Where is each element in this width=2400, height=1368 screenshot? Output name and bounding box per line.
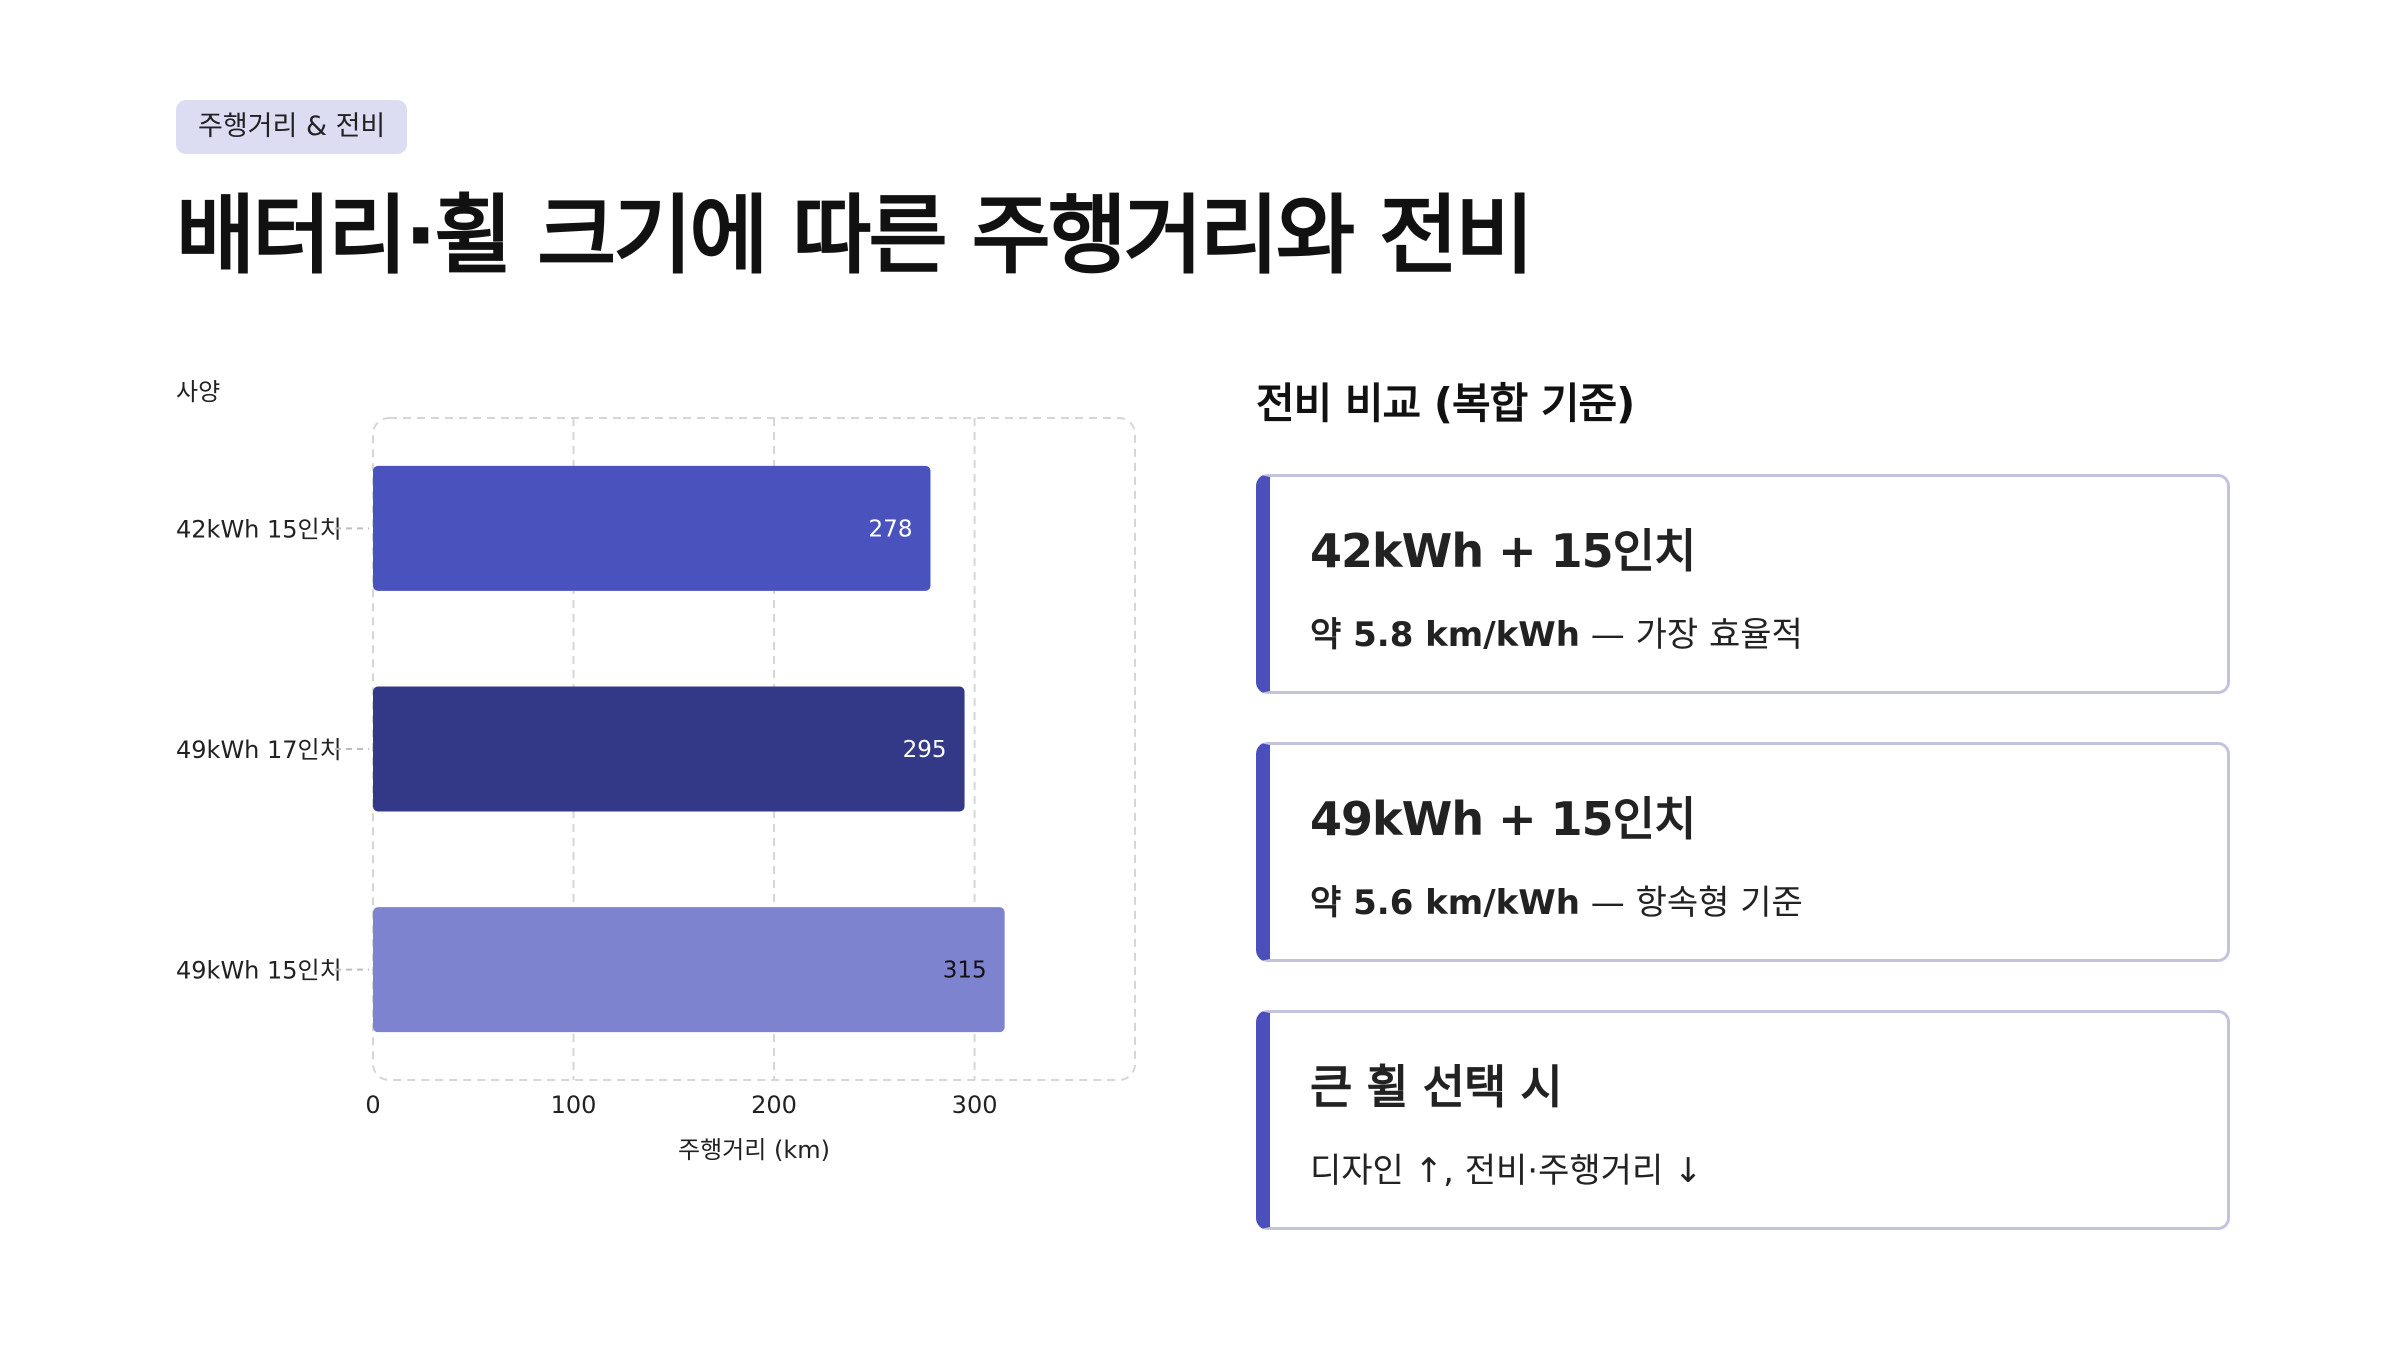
chart-y-axis-label: 사양 [176, 378, 221, 406]
x-tick-label: 0 [365, 1091, 380, 1119]
x-tick-label: 300 [952, 1091, 998, 1119]
range-bar-chart: 278 42kWh 15인치 295 49kWh 17인치 315 49kWh 15인치 0… [176, 417, 1136, 1164]
card-note: — 항속형 기준 [1590, 883, 1803, 923]
bar-value-label: 278 [869, 516, 913, 542]
card-note: 디자인 ↑, 전비·주행거리 ↓ [1310, 1151, 1703, 1191]
category-label: 49kWh 17인치 [176, 736, 342, 764]
category-label: 42kWh 15인치 [176, 515, 342, 543]
page-title: 배터리·휠 크기에 따른 주행거리와 전비 [176, 186, 1534, 286]
x-axis-label: 주행거리 (km) [678, 1136, 830, 1164]
card-desc: 약 5.8 km/kWh — 가장 효율적 [1310, 607, 1803, 656]
card-value: 약 5.8 km/kWh [1310, 615, 1580, 655]
efficiency-card: 49kWh + 15인치 약 5.6 km/kWh — 항속형 기준 [1256, 742, 2230, 962]
bar [373, 907, 1005, 1033]
efficiency-card: 큰 휠 선택 시 디자인 ↑, 전비·주행거리 ↓ [1256, 1010, 2230, 1230]
card-title: 49kWh + 15인치 [1310, 792, 1696, 846]
card-note: — 가장 효율적 [1590, 615, 1803, 655]
bar [373, 686, 965, 812]
comparison-title: 전비 비교 (복합 기준) [1256, 379, 1635, 428]
bar-value-label: 315 [943, 958, 987, 984]
x-tick-label: 200 [751, 1091, 797, 1119]
bar-value-label: 295 [903, 737, 947, 763]
card-desc: 약 5.6 km/kWh — 항속형 기준 [1310, 875, 1803, 924]
card-title: 42kWh + 15인치 [1310, 524, 1696, 578]
x-tick-label: 100 [551, 1091, 597, 1119]
category-label: 49kWh 15인치 [176, 957, 342, 985]
card-value: 약 5.6 km/kWh [1310, 883, 1580, 923]
bar [373, 465, 931, 591]
card-desc: 디자인 ↑, 전비·주행거리 ↓ [1310, 1143, 1703, 1192]
efficiency-card: 42kWh + 15인치 약 5.8 km/kWh — 가장 효율적 [1256, 474, 2230, 694]
card-title: 큰 휠 선택 시 [1310, 1060, 1563, 1114]
section-tag: 주행거리 & 전비 [176, 100, 408, 154]
